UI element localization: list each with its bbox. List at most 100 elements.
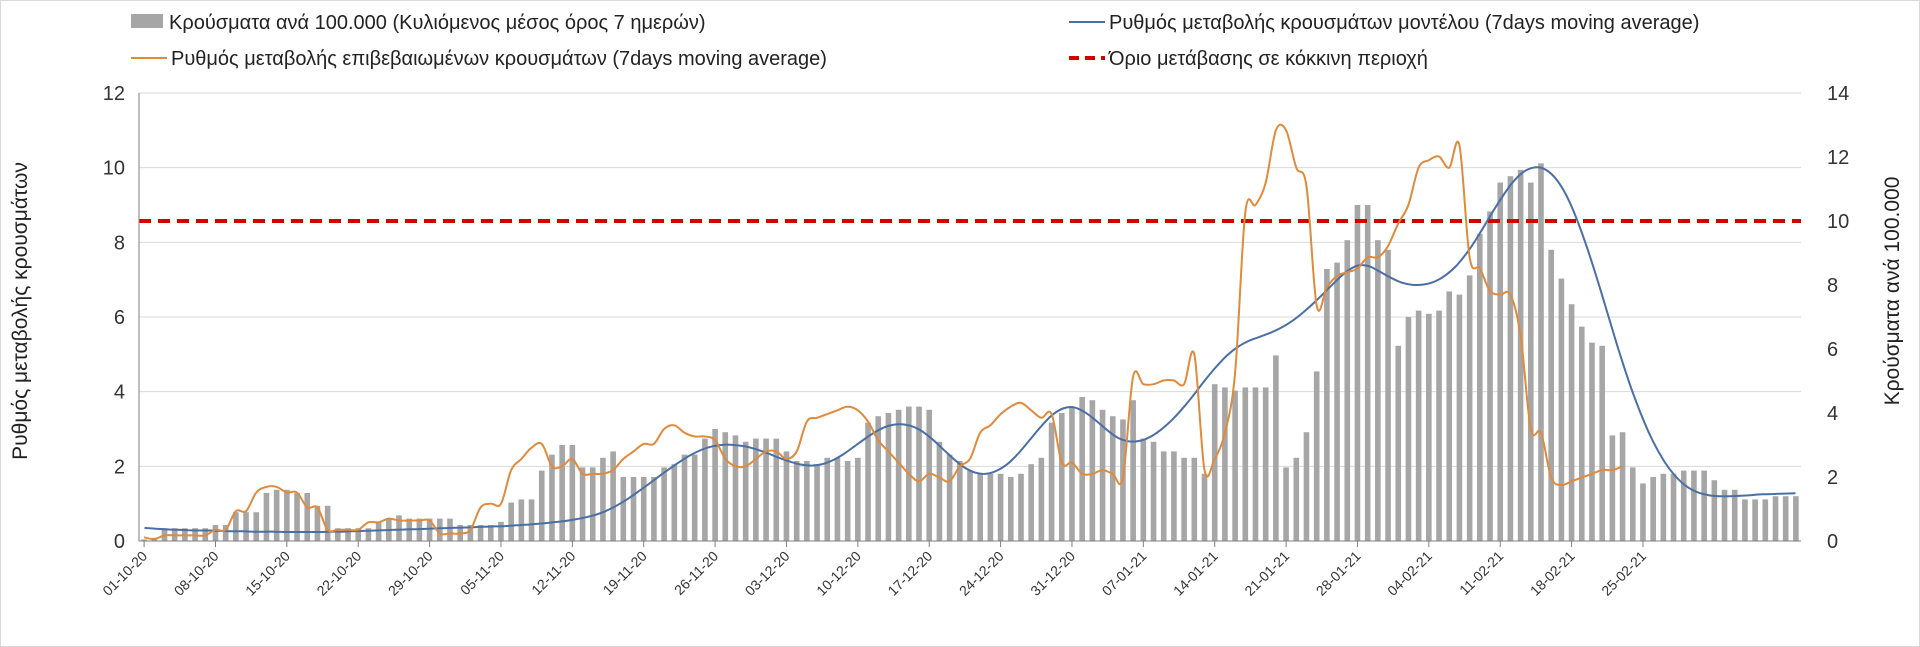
bar (640, 477, 647, 541)
bar (1619, 432, 1626, 541)
bar (579, 467, 586, 541)
bar (1079, 397, 1085, 541)
bar (681, 454, 688, 541)
bar (294, 493, 300, 541)
bar (926, 409, 933, 541)
bar (528, 499, 535, 541)
bar (273, 489, 280, 541)
bar (1160, 451, 1167, 541)
bar (1538, 163, 1544, 541)
bar (1568, 304, 1575, 541)
bar (1191, 457, 1198, 541)
bar (793, 461, 800, 541)
bar (885, 413, 892, 541)
x-tick-label: 01-10-20 (99, 548, 150, 599)
bar (1211, 384, 1218, 541)
bar (1344, 240, 1351, 541)
bar (436, 518, 443, 541)
bar (732, 435, 739, 541)
bar (691, 454, 698, 541)
bar (365, 528, 372, 541)
bar (1558, 278, 1565, 541)
axes (138, 93, 1801, 542)
bar (600, 457, 606, 541)
bar (1670, 473, 1677, 541)
x-tick-label: 07-01-21 (1099, 548, 1150, 599)
bar (467, 525, 474, 541)
bar (1150, 441, 1157, 541)
bar (1527, 182, 1534, 541)
bar (977, 473, 983, 541)
y-left-tick-label: 0 (114, 531, 125, 553)
bar (814, 464, 820, 541)
bar (1364, 205, 1371, 541)
bar (233, 512, 239, 541)
bar (1222, 387, 1228, 541)
legend-label-confirmed: Ρυθμός μεταβολής επιβεβαιωμένων κρουσμάτ… (171, 48, 827, 70)
bar (1426, 313, 1432, 541)
bar (1793, 496, 1799, 541)
bar (141, 539, 147, 541)
bar (284, 489, 290, 541)
x-tick-label: 14-01-21 (1170, 548, 1221, 599)
bar (1262, 387, 1269, 541)
bar (1354, 205, 1361, 541)
y-axis-left-title: Ρυθμός μεταβολής κρουσμάτων (9, 162, 32, 460)
bar (1089, 400, 1096, 541)
bar (253, 512, 260, 541)
legend-item-model: Ρυθμός μεταβολής κρουσμάτων μοντέλου (7d… (1069, 12, 1699, 34)
y-axis-right-ticks: 0 2 4 6 8 10 12 14 (1827, 83, 1849, 553)
x-tick-label: 10-12-20 (813, 548, 864, 599)
legend-item-bars: Κρούσματα ανά 100.000 (Κυλιόμενος μέσος … (131, 12, 706, 34)
x-tick-label: 05-11-20 (457, 548, 507, 598)
x-tick-label: 15-10-20 (242, 548, 293, 599)
bar (1660, 473, 1667, 541)
legend-label-bars: Κρούσματα ανά 100.000 (Κυλιόμενος μέσος … (169, 12, 706, 34)
bar (355, 528, 362, 541)
bar (1578, 326, 1585, 541)
bar (538, 470, 545, 541)
bar (855, 457, 861, 541)
bar (243, 512, 249, 541)
bar (324, 505, 331, 541)
bar (335, 528, 341, 541)
legend-label-threshold: Όριο μετάβασης σε κόκκινη περιοχή (1108, 48, 1428, 70)
bar (753, 438, 759, 541)
bar (1048, 422, 1055, 541)
legend-label-model: Ρυθμός μεταβολής κρουσμάτων μοντέλου (7d… (1109, 12, 1699, 34)
bar (1273, 355, 1279, 541)
bar (345, 528, 351, 541)
x-tick-label: 26-11-20 (671, 548, 721, 598)
bar (1609, 435, 1616, 541)
bar (783, 451, 790, 541)
y-left-tick-label: 4 (114, 382, 125, 404)
bar (1395, 345, 1402, 541)
bar (1721, 489, 1728, 541)
bar (375, 521, 382, 541)
bar (447, 518, 453, 541)
x-tick-label: 17-12-20 (884, 548, 935, 599)
bar (1772, 496, 1779, 541)
bar (1313, 371, 1320, 541)
bar (1385, 249, 1391, 542)
bar (875, 416, 882, 541)
bar (1507, 176, 1514, 541)
bar (396, 515, 402, 541)
bar (1130, 400, 1136, 541)
y-axis-left-ticks: 0 2 4 6 8 10 12 (103, 83, 125, 553)
bar (1018, 473, 1024, 541)
bar (1680, 470, 1687, 541)
bar (773, 438, 780, 541)
bar (304, 493, 311, 541)
bar (834, 457, 841, 541)
bar (1201, 473, 1208, 541)
y-left-tick-label: 8 (114, 232, 125, 254)
bar (589, 467, 596, 541)
bar (1007, 477, 1014, 541)
bar (1599, 345, 1605, 541)
x-tick-label: 29-10-20 (385, 548, 436, 599)
bar (1691, 470, 1697, 541)
bar (1487, 211, 1493, 541)
x-tick-label: 12-11-20 (528, 548, 578, 598)
x-tick-label: 28-01-21 (1313, 548, 1364, 599)
